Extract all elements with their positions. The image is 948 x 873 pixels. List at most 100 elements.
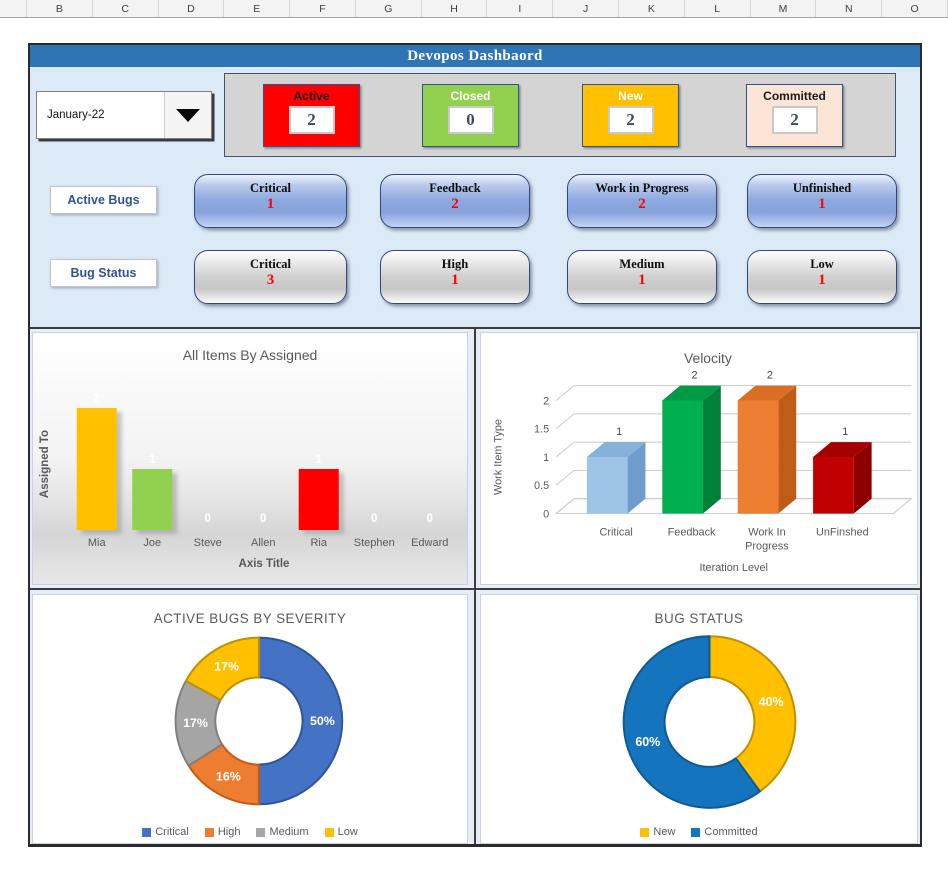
bar-side-feedback: [702, 385, 721, 514]
bar-data-label: 1: [842, 426, 848, 438]
bugstatus-donut-chart-panel: BUG STATUS 40% 60% New Committed: [480, 594, 918, 844]
kpi-value: 2: [288, 106, 335, 134]
column-header-L[interactable]: L: [685, 0, 751, 17]
chart-title: All Items By Assigned: [183, 347, 318, 363]
legend-label: Critical: [155, 826, 189, 838]
column-header-F[interactable]: F: [290, 0, 356, 17]
y-tick-label: 0: [543, 509, 549, 521]
month-selector-value: January-22: [47, 109, 105, 121]
slice-data-label: 16%: [216, 770, 241, 784]
bar-data-label: 2: [691, 370, 697, 382]
bug-status-button-high[interactable]: High 1: [380, 250, 530, 304]
bugstatus-slice-new: [708, 635, 797, 793]
category-label: UnFinshed: [816, 526, 869, 538]
pill-button-value: 2: [451, 196, 459, 212]
column-header-spacer: [0, 0, 27, 17]
pill-button-label: Critical: [250, 257, 291, 271]
pill-button-label: Medium: [619, 257, 665, 271]
pill-button-value: 1: [818, 272, 826, 288]
pill-button-label: Work in Progress: [595, 181, 689, 195]
category-label: Work In: [748, 526, 785, 538]
chart-title: BUG STATUS: [655, 611, 744, 626]
legend-item-low: Low: [324, 826, 358, 838]
bar-mia: [76, 408, 117, 530]
kpi-label: New: [618, 89, 643, 103]
bug-status-button-critical[interactable]: Critical 3: [194, 250, 347, 304]
bar-data-label: 2: [94, 393, 100, 405]
bar-data-label: 0: [371, 513, 377, 525]
column-header-E[interactable]: E: [224, 0, 291, 17]
column-header-D[interactable]: D: [159, 0, 225, 17]
bar-data-label: 2: [767, 370, 773, 382]
bar-joe: [132, 469, 173, 530]
column-header-J[interactable]: J: [553, 0, 620, 17]
legend-swatch: [640, 827, 650, 837]
chevron-down-icon: [176, 108, 200, 122]
legend-item-critical: Critical: [142, 826, 189, 838]
bug-status-button-medium[interactable]: Medium 1: [567, 250, 717, 304]
pill-button-label: Low: [810, 257, 834, 271]
column-header-M[interactable]: M: [751, 0, 817, 17]
y-tick-label: 1.5: [534, 424, 549, 436]
y-axis-title: Work Item Type: [493, 419, 505, 495]
category-label: Feedback: [668, 526, 716, 538]
bar-top-critical: [586, 442, 646, 458]
bar-feedback: [662, 400, 703, 514]
legend-swatch: [256, 827, 266, 837]
y-tick-label: 0.5: [534, 480, 549, 492]
horizontal-divider: [30, 588, 920, 590]
y-tick-label: 1: [543, 452, 549, 464]
bug-status-row-label: Bug Status: [50, 259, 157, 287]
legend-swatch: [691, 827, 701, 837]
column-header-K[interactable]: K: [619, 0, 685, 17]
pill-button-label: Unfinished: [792, 181, 852, 195]
slice-data-label: 60%: [635, 735, 660, 749]
pill-button-value: 2: [638, 196, 646, 212]
category-label: Progress: [745, 540, 789, 552]
bugstatus-legend: New Committed: [481, 826, 917, 838]
legend-item-committed: Committed: [691, 826, 758, 838]
bar-unfinshed: [813, 457, 854, 514]
column-header-C[interactable]: C: [93, 0, 159, 17]
velocity-3d-chart-panel: Velocity 0 0.5 1 1.5 2 1 Critical 2 Feedback 2 Work…: [480, 332, 918, 585]
active-bugs-button-work-in-progress[interactable]: Work in Progress 2: [567, 174, 717, 228]
assigned-bar-chart-panel: All Items By Assigned 2 Mia 1 Joe 0 Steve 0 Alle…: [32, 332, 468, 585]
column-header-I[interactable]: I: [487, 0, 554, 17]
legend-label: Medium: [269, 826, 309, 838]
column-header-O[interactable]: O: [882, 0, 948, 17]
bar-side-unfinshed: [853, 442, 872, 514]
active-bugs-button-critical[interactable]: Critical 1: [194, 174, 347, 228]
pill-button-label: High: [441, 257, 469, 271]
bar-work-in-progress: [737, 400, 779, 514]
bar-data-label: 0: [260, 513, 266, 525]
legend-swatch: [142, 827, 152, 837]
severity-slice-critical: [257, 636, 344, 806]
category-label: Allen: [251, 537, 275, 549]
column-header-N[interactable]: N: [816, 0, 883, 17]
active-bugs-button-unfinished[interactable]: Unfinished 1: [747, 174, 897, 228]
column-header-B[interactable]: B: [27, 0, 93, 17]
controls-section: January-22 Active 2 Closed 0 New 2 Committed 2 …: [30, 67, 920, 329]
dashboard: Devopos Dashbaord January-22 Active 2 Clos…: [28, 43, 922, 847]
bar-side-critical: [627, 442, 646, 514]
month-selector-dropdown-button[interactable]: [164, 92, 211, 138]
bar-data-label: 0: [205, 513, 211, 525]
column-header-G[interactable]: G: [356, 0, 422, 17]
month-selector-dropdown[interactable]: January-22: [36, 91, 212, 139]
active-bugs-button-feedback[interactable]: Feedback 2: [380, 174, 530, 228]
kpi-card-closed: Closed 0: [422, 84, 519, 147]
severity-donut-chart-panel: ACTIVE BUGS BY SEVERITY 50% 16% 17% 17% Criti…: [32, 594, 468, 844]
legend-label: High: [217, 826, 241, 838]
chart-title: ACTIVE BUGS BY SEVERITY: [154, 611, 347, 626]
legend-label: Committed: [704, 826, 758, 838]
severity-legend: Critical High Medium Low: [33, 826, 467, 838]
column-header-H[interactable]: H: [422, 0, 488, 17]
bug-status-button-low[interactable]: Low 1: [747, 250, 897, 304]
legend-label: Low: [337, 826, 358, 838]
bar-top-work-in-progress: [737, 385, 797, 401]
bar-data-label: 1: [316, 454, 323, 466]
pill-button-value: 3: [266, 272, 275, 288]
active-bugs-row-label: Active Bugs: [50, 186, 157, 214]
bar-top-feedback: [662, 385, 721, 401]
kpi-card-active: Active 2: [263, 84, 360, 147]
